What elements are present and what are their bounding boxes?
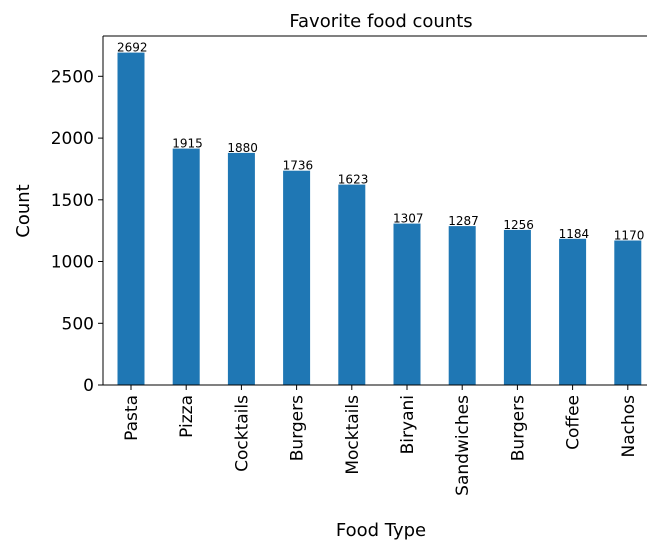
value-labels-group: 2692 1915 1880 1736 1623 1307 1287 1256 1184 1170 [117,41,644,243]
y-tick-label: 1000 [51,253,94,273]
bar-10 [614,240,642,385]
bar-value-label: 1287 [448,214,479,228]
bar-7 [448,226,476,385]
bar-1 [117,52,145,385]
bar-3 [227,152,255,385]
bar-value-label: 1184 [559,227,590,241]
chart-title: Favorite food counts [289,11,472,32]
bar-value-label: 1256 [503,218,534,232]
bar-4 [283,170,311,385]
bar-8 [503,229,531,385]
bar-value-label: 2692 [117,41,148,55]
bars-group [117,52,642,385]
x-axis-ticks: Pasta Pizza Cocktails Burgers Mocktails Birya… [122,385,639,496]
x-tick-label: Pizza [177,395,197,438]
x-tick-label: Coffee [564,395,584,450]
y-tick-label: 1500 [51,191,94,211]
x-tick-label: Mocktails [343,395,363,475]
x-tick-label: Biryani [398,395,418,454]
y-axis-label: Count [13,184,34,237]
bar-6 [393,223,421,385]
bar-5 [338,184,366,385]
y-axis-ticks: 0 500 1000 1500 2000 2500 [51,67,103,396]
bar-value-label: 1736 [283,159,314,173]
bar-value-label: 1170 [614,229,645,243]
y-tick-label: 2000 [51,129,94,149]
x-tick-label: Sandwiches [453,395,473,496]
x-tick-label: Pasta [122,395,142,441]
bar-2 [172,148,200,385]
x-axis-label: Food Type [336,520,426,541]
y-tick-label: 2500 [51,67,94,87]
x-tick-label: Burgers [288,395,308,461]
y-tick-label: 0 [83,376,94,396]
x-tick-label: Cocktails [232,395,252,472]
x-tick-label: Nachos [619,395,639,458]
bar-value-label: 1623 [338,173,369,187]
x-tick-label: Burgers [508,395,528,461]
y-tick-label: 500 [62,314,94,334]
bar-9 [559,238,587,385]
bar-value-label: 1307 [393,212,424,226]
bar-value-label: 1880 [227,141,258,155]
bar-value-label: 1915 [172,137,203,151]
